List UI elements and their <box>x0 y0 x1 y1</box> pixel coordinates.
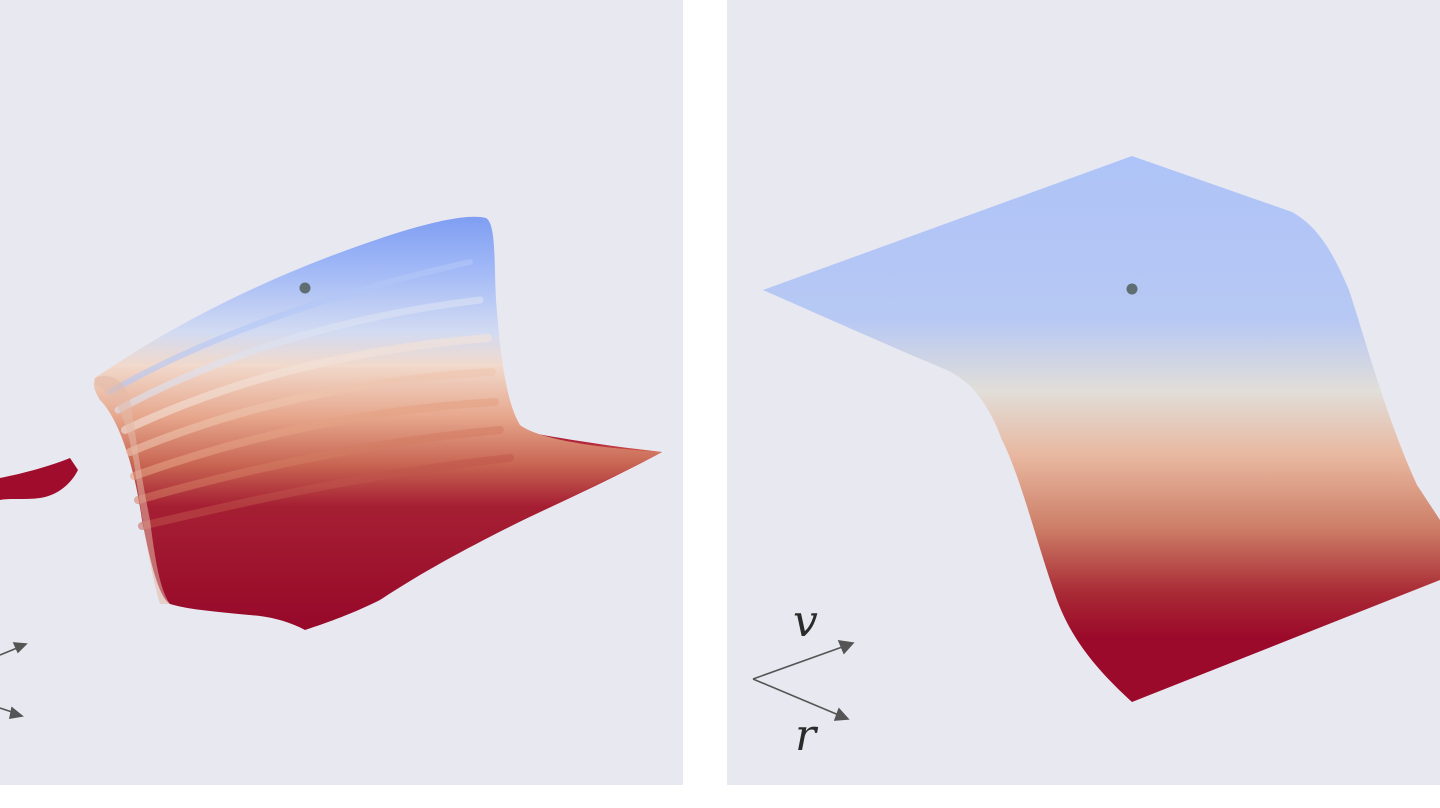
axis-r-label: r <box>795 710 819 761</box>
left-panel <box>0 0 683 785</box>
marker-point <box>1126 283 1138 295</box>
right-surface-plot: v r <box>752 156 1440 761</box>
right-panel: v r <box>727 0 1440 785</box>
left-surface-plot <box>0 216 663 719</box>
sigmoid-surface <box>763 156 1440 702</box>
main-surface <box>93 216 663 630</box>
axis-arrows <box>752 640 855 721</box>
axis-v-label: v <box>793 596 818 647</box>
left-axis-arrows <box>0 642 28 719</box>
marker-point <box>299 282 311 294</box>
front-ridge <box>95 376 170 604</box>
contour-bands <box>107 259 514 530</box>
left-tail-flap <box>0 458 78 500</box>
